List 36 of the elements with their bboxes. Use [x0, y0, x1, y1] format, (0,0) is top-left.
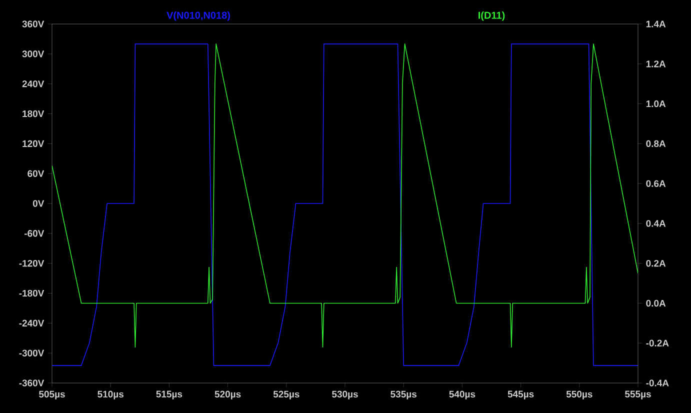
- x-tick-label: 505µs: [38, 390, 65, 400]
- x-tick-label: 550µs: [566, 390, 592, 400]
- y2-tick-label: 0.8A: [646, 140, 666, 148]
- y-tick-label: 360V: [22, 20, 44, 28]
- y-tick-label: 120V: [22, 140, 44, 148]
- y2-tick-label: 1.0A: [646, 100, 666, 108]
- x-tick-label: 540µs: [449, 390, 476, 400]
- y2-tick-label: 0.2A: [646, 260, 666, 267]
- y-tick-label: 300V: [22, 50, 44, 58]
- x-tick-label: 515µs: [156, 390, 182, 400]
- y-tick-label: -60V: [24, 230, 44, 237]
- x-tick-label: 510µs: [98, 390, 124, 400]
- x-tick-label: 545µs: [508, 390, 534, 400]
- y-tick-label: -240V: [19, 320, 44, 327]
- x-tick-label: 520µs: [214, 390, 241, 400]
- y-tick-label: -360V: [19, 380, 44, 386]
- y-tick-label: 60V: [28, 170, 44, 177]
- y-tick-label: 240V: [22, 80, 44, 88]
- y2-tick-label: -0.2A: [646, 340, 669, 346]
- y-tick-label: -120V: [19, 260, 44, 267]
- y2-tick-label: 1.2A: [646, 60, 666, 68]
- x-tick-label: 525µs: [273, 390, 300, 400]
- y2-tick-label: 0.0A: [646, 300, 666, 307]
- y2-tick-label: 0.6A: [646, 180, 666, 187]
- y2-tick-label: -0.4A: [646, 380, 669, 386]
- text: I(D11): [478, 11, 505, 21]
- x-tick-label: 535µs: [390, 390, 417, 400]
- y-tick-label: 0V: [32, 200, 44, 207]
- text: V(N010,N018): [166, 11, 230, 21]
- x-tick-label: 530µs: [332, 390, 358, 400]
- x-tick-label: 555µs: [624, 390, 651, 400]
- y-tick-label: -180V: [19, 290, 44, 297]
- y2-tick-label: 0.4A: [646, 220, 666, 227]
- y-tick-label: 180V: [22, 110, 44, 118]
- y2-tick-label: 1.4A: [646, 20, 666, 28]
- y-tick-label: -300V: [19, 350, 44, 356]
